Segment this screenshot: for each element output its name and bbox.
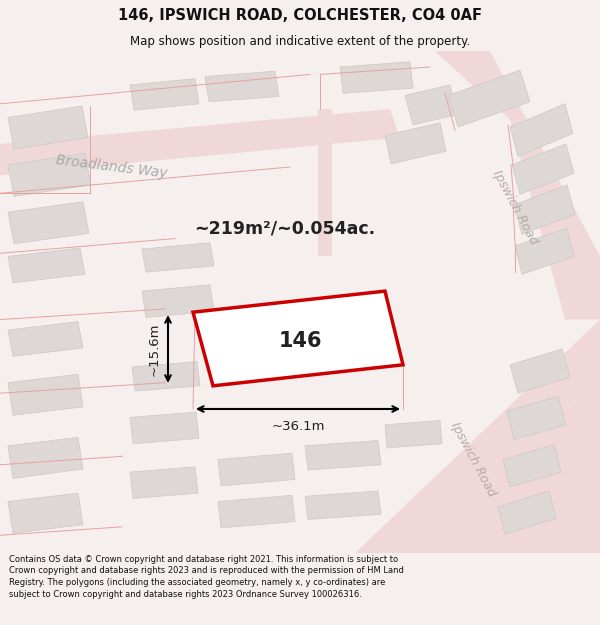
Text: ~15.6m: ~15.6m	[148, 322, 161, 376]
Text: Broadlands Way: Broadlands Way	[55, 153, 169, 181]
Text: Contains OS data © Crown copyright and database right 2021. This information is : Contains OS data © Crown copyright and d…	[9, 554, 404, 599]
Polygon shape	[8, 438, 83, 478]
Polygon shape	[510, 349, 570, 393]
Polygon shape	[385, 122, 446, 164]
Polygon shape	[205, 71, 279, 102]
Polygon shape	[8, 374, 83, 415]
Polygon shape	[130, 467, 198, 498]
Polygon shape	[130, 79, 199, 110]
Text: Ipswich Road: Ipswich Road	[490, 168, 540, 246]
Text: Ipswich Road: Ipswich Road	[448, 420, 498, 499]
Polygon shape	[193, 291, 403, 386]
Text: Map shows position and indicative extent of the property.: Map shows position and indicative extent…	[130, 34, 470, 48]
Polygon shape	[340, 62, 413, 93]
Polygon shape	[318, 109, 332, 256]
Polygon shape	[218, 453, 295, 486]
Polygon shape	[503, 445, 561, 487]
Polygon shape	[435, 51, 600, 319]
Polygon shape	[355, 319, 600, 553]
Polygon shape	[355, 319, 600, 553]
Polygon shape	[385, 421, 442, 448]
Polygon shape	[142, 242, 214, 272]
Polygon shape	[305, 441, 381, 470]
Text: 146, IPSWICH ROAD, COLCHESTER, CO4 0AF: 146, IPSWICH ROAD, COLCHESTER, CO4 0AF	[118, 8, 482, 23]
Polygon shape	[8, 248, 85, 282]
Polygon shape	[498, 491, 556, 534]
Polygon shape	[8, 153, 91, 196]
Polygon shape	[130, 412, 199, 444]
Polygon shape	[512, 144, 574, 194]
Polygon shape	[305, 491, 381, 519]
Polygon shape	[8, 202, 89, 244]
Polygon shape	[515, 228, 574, 274]
Polygon shape	[8, 493, 83, 533]
Polygon shape	[142, 285, 214, 318]
Text: ~219m²/~0.054ac.: ~219m²/~0.054ac.	[194, 219, 376, 237]
Polygon shape	[514, 185, 575, 234]
Polygon shape	[0, 109, 400, 176]
Text: ~36.1m: ~36.1m	[271, 420, 325, 433]
Text: 146: 146	[278, 331, 322, 351]
Polygon shape	[405, 85, 458, 125]
Polygon shape	[218, 495, 295, 528]
Polygon shape	[132, 362, 200, 391]
Polygon shape	[8, 322, 83, 356]
Polygon shape	[8, 106, 88, 149]
Polygon shape	[448, 70, 530, 127]
Polygon shape	[510, 104, 573, 156]
Polygon shape	[507, 396, 566, 439]
